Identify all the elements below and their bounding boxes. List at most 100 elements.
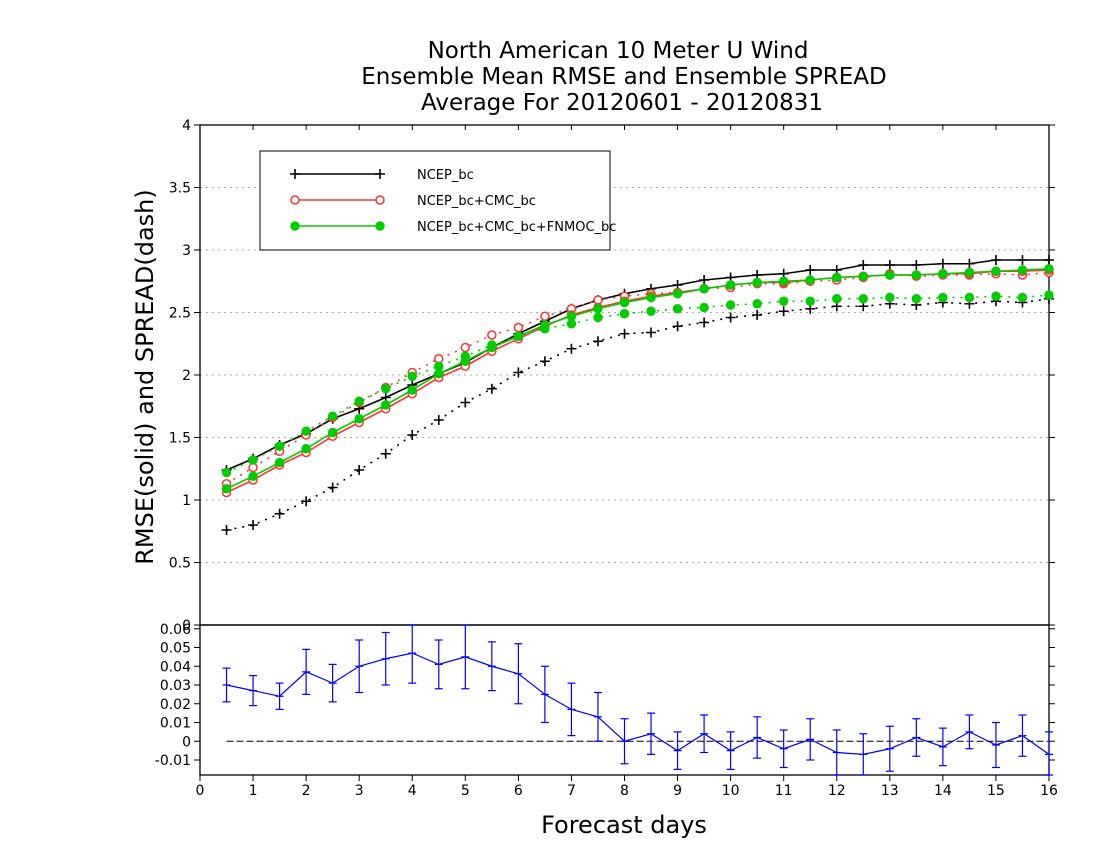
data-point-spread <box>221 525 232 535</box>
data-point-spread <box>805 296 815 306</box>
y-tick-label: 0.04 <box>160 659 191 675</box>
data-point-spread <box>380 448 391 459</box>
data-point-spread <box>566 343 577 354</box>
title-line-1: North American 10 Meter U Wind <box>428 38 809 64</box>
y-tick-label: 0 <box>182 734 191 750</box>
data-point-spread <box>752 310 763 320</box>
x-tick-label: 13 <box>881 783 899 799</box>
data-point-spread <box>646 327 657 338</box>
data-point-spread <box>592 336 603 347</box>
x-tick-label: 4 <box>408 783 417 799</box>
data-point-rmse <box>221 484 232 494</box>
data-point-rmse <box>381 400 391 410</box>
data-point-spread <box>619 309 630 319</box>
data-point-rmse <box>619 297 630 308</box>
legend-marker <box>290 221 300 231</box>
data-point-rmse <box>938 269 948 279</box>
legend-marker <box>375 221 385 231</box>
y-tick-label: 1.5 <box>169 431 191 447</box>
data-point-rmse <box>858 271 868 281</box>
y-tick-label: 0 <box>182 618 191 634</box>
x-axis-label: Forecast days <box>541 811 707 839</box>
data-point-rmse <box>699 284 709 294</box>
data-point-rmse <box>646 292 656 303</box>
x-tick-label: 9 <box>673 783 682 799</box>
data-point-spread <box>699 302 709 313</box>
data-point-rmse <box>911 260 922 270</box>
data-point-spread <box>752 299 762 309</box>
legend-marker <box>375 195 385 205</box>
data-point-spread <box>327 482 338 493</box>
data-point-spread <box>487 330 497 340</box>
data-point-spread <box>1044 290 1054 300</box>
y-tick-label: 2.5 <box>169 306 191 322</box>
data-point-spread <box>248 520 259 530</box>
data-point-spread <box>911 294 922 304</box>
x-tick-label: 8 <box>620 783 629 799</box>
legend-marker <box>290 195 300 205</box>
series-rmse-line <box>226 269 1050 494</box>
data-point-spread <box>778 306 789 317</box>
data-point-rmse <box>354 414 364 424</box>
data-point-spread <box>725 300 736 310</box>
data-point-rmse <box>937 258 948 269</box>
y-tick-label: 0.03 <box>160 678 191 694</box>
data-point-spread <box>938 292 948 303</box>
legend-label: NCEP_bc+CMC_bc+FNMOC_bc <box>417 220 616 235</box>
data-point-rmse <box>911 270 922 280</box>
x-tick-label: 5 <box>461 783 470 799</box>
x-tick-label: 12 <box>828 783 846 799</box>
data-point-spread <box>434 354 444 364</box>
data-point-spread <box>248 462 258 473</box>
y-tick-label: 0.05 <box>160 641 191 657</box>
data-point-rmse <box>327 427 338 438</box>
data-point-spread <box>991 291 1001 301</box>
data-point-spread <box>699 317 710 328</box>
title-line-3: Average For 20120601 - 20120831 <box>421 90 823 116</box>
data-point-rmse <box>566 311 577 321</box>
legend-label: NCEP_bc <box>417 168 474 183</box>
data-point-rmse <box>460 356 471 366</box>
data-point-spread <box>221 467 232 478</box>
data-point-spread <box>486 383 497 394</box>
data-point-spread <box>725 312 736 323</box>
data-point-rmse <box>407 385 417 395</box>
data-point-spread <box>301 426 311 436</box>
data-point-spread <box>274 441 285 451</box>
legend-marker <box>290 169 300 179</box>
x-tick-label: 16 <box>1040 783 1058 799</box>
data-point-spread <box>301 496 312 507</box>
data-point-rmse <box>778 276 789 286</box>
series-rmse-line <box>226 259 1049 471</box>
data-point-spread <box>540 311 550 321</box>
x-tick-label: 0 <box>196 783 205 799</box>
y-tick-label: 3.5 <box>169 181 191 197</box>
series-spread-line <box>226 297 1050 531</box>
data-point-spread <box>513 367 524 378</box>
y-axis-label: RMSE(solid) and SPREAD(dash) <box>131 189 159 565</box>
y-tick-label: 1 <box>182 493 191 509</box>
data-point-spread <box>433 415 444 425</box>
data-point-spread <box>885 292 895 303</box>
data-point-rmse <box>248 471 258 481</box>
data-point-spread <box>964 292 975 303</box>
data-point-rmse <box>991 266 1001 276</box>
data-point-rmse <box>540 320 550 330</box>
data-point-rmse <box>858 260 869 270</box>
data-point-spread <box>327 411 338 421</box>
y-tick-label: 2 <box>182 368 191 384</box>
x-tick-label: 11 <box>775 783 793 799</box>
x-tick-label: 10 <box>722 783 740 799</box>
data-point-rmse <box>1044 255 1054 265</box>
data-point-spread <box>832 294 842 304</box>
data-point-spread <box>619 328 630 339</box>
data-point-rmse <box>752 277 762 288</box>
top-plot-area: 0 0.5 1 1.5 2 2.5 3 3.5 4 <box>169 118 1055 634</box>
data-point-spread <box>354 396 364 406</box>
legend-marker <box>375 169 385 179</box>
data-point-rmse <box>1017 265 1028 275</box>
data-point-rmse <box>699 275 710 285</box>
data-point-spread <box>1017 292 1028 303</box>
data-point-spread <box>407 371 417 381</box>
